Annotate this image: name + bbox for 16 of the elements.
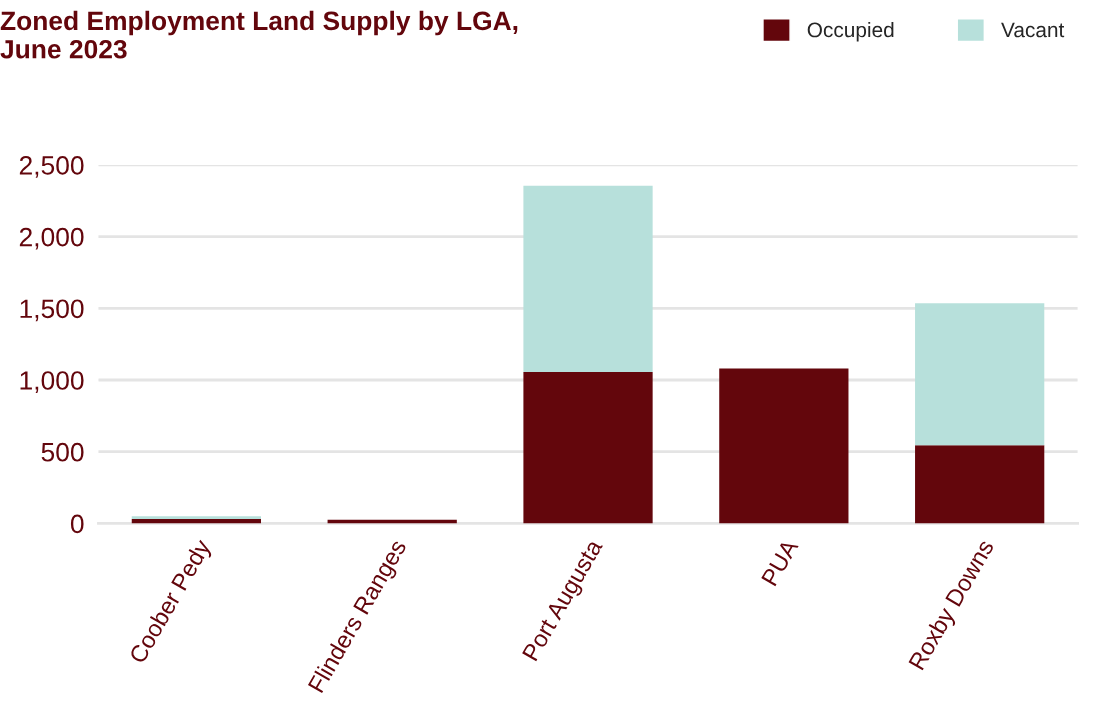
bar [523,372,653,524]
legend-label: Occupied [807,21,894,42]
y-tick-label: 2,000 [19,227,84,250]
legend-label: Vacant [1001,22,1065,38]
y-tick-label: 2,500 [19,156,84,178]
chart-title: Zoned Employment Land Supply by LGA, June 2023 [0,10,518,59]
y-tick-label: 1,000 [20,371,84,393]
bar [719,368,849,524]
bar [131,519,261,524]
bar [915,445,1045,524]
bar [131,516,261,520]
y-tick-label: 500 [41,442,84,462]
bar [915,303,1045,446]
y-tick-label: 1,500 [20,299,84,322]
y-tick-label: 0 [70,514,84,534]
bar [523,185,653,373]
